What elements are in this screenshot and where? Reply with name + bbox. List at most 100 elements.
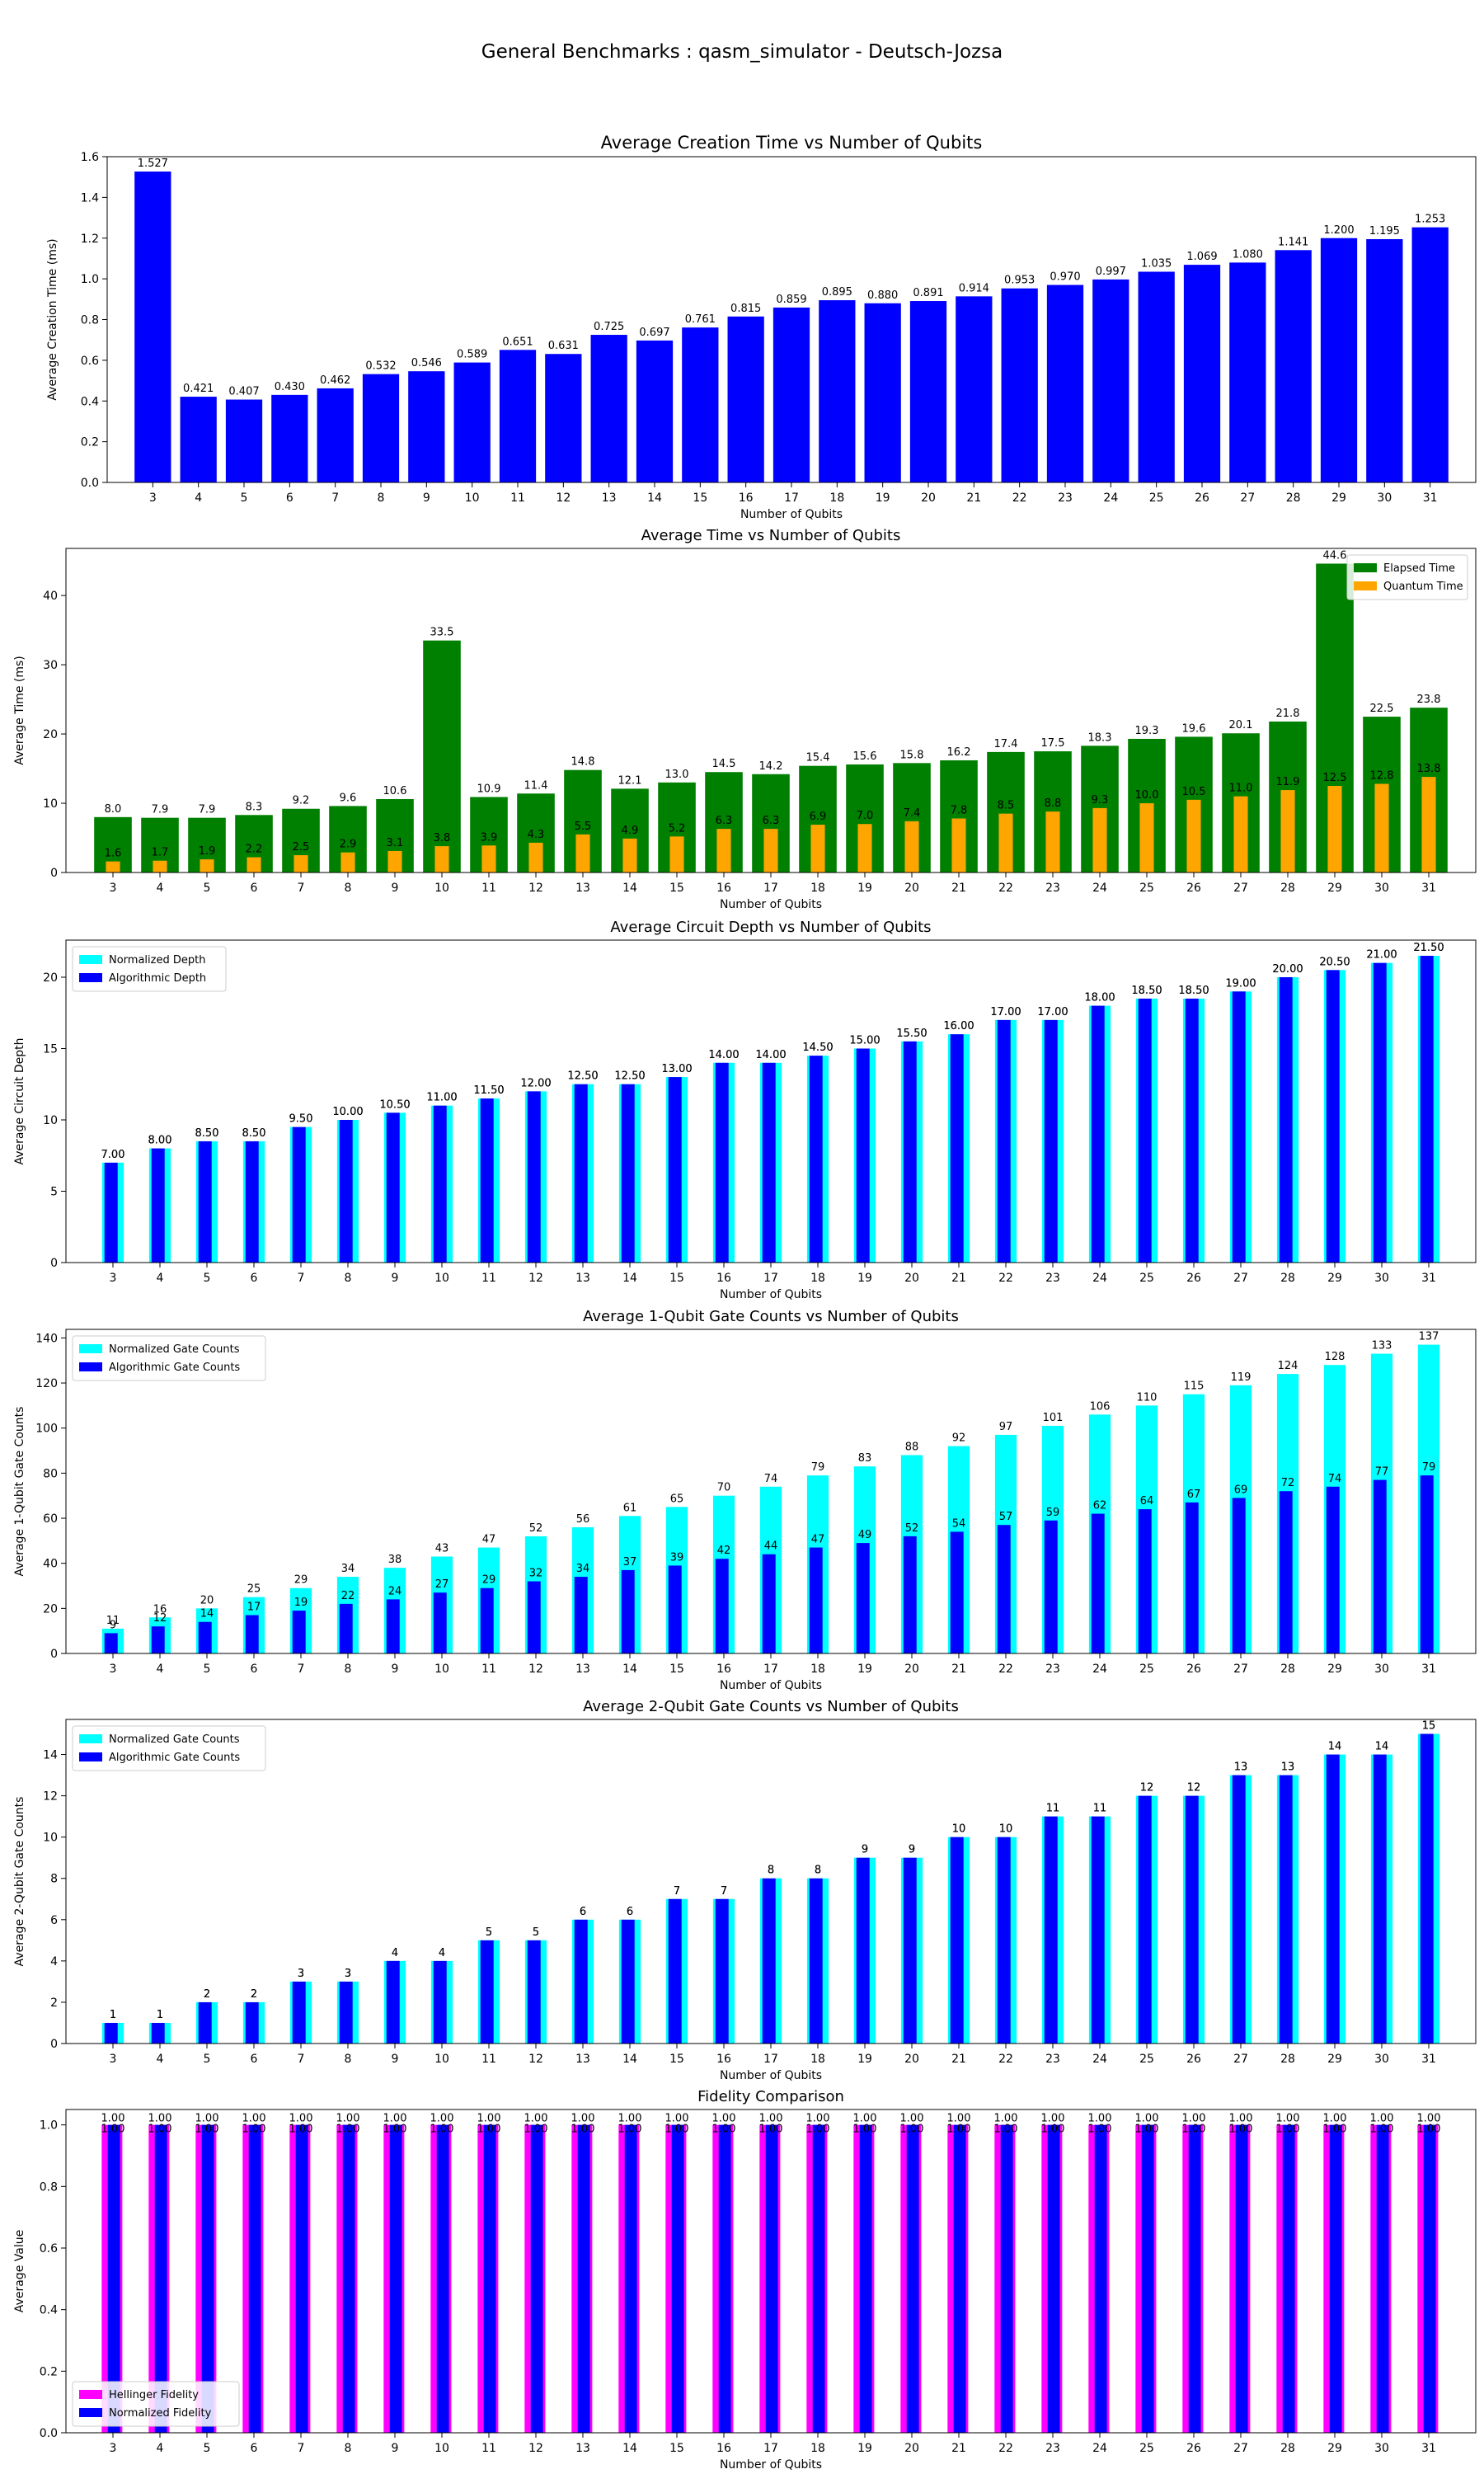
y-tick-label: 0.8 [81, 314, 99, 327]
chart-panel-1: Average Creation Time vs Number of Qubit… [46, 133, 1477, 521]
data-label: 3.9 [481, 831, 498, 844]
x-tick-label: 21 [951, 882, 966, 895]
bar-quantum-time [1374, 783, 1389, 872]
bar-normalized-fidelity [154, 2124, 167, 2433]
x-tick-label: 18 [810, 1663, 825, 1676]
y-tick-label: 120 [35, 1377, 58, 1390]
bar-algorithmic-depth [1279, 976, 1293, 1263]
data-label: 1.00 [1041, 2113, 1065, 2125]
x-tick-label: 22 [998, 1272, 1013, 1285]
x-tick-label: 14 [622, 2442, 637, 2455]
y-tick-label: 10 [43, 1114, 58, 1127]
data-label: 19.6 [1182, 722, 1206, 735]
bar-normalized-fidelity [248, 2124, 261, 2433]
chart-title: Average Creation Time vs Number of Qubit… [601, 133, 983, 153]
x-tick-label: 15 [693, 492, 707, 505]
legend-swatch [79, 1752, 102, 1761]
x-tick-label: 31 [1421, 2053, 1436, 2066]
x-tick-label: 9 [423, 492, 430, 505]
x-tick-label: 26 [1186, 2442, 1201, 2455]
data-label: 0.891 [913, 287, 943, 299]
x-tick-label: 16 [739, 492, 754, 505]
y-tick-label: 1.6 [81, 151, 99, 164]
bar-quantum-time [528, 842, 543, 872]
bar-normalized-fidelity [201, 2124, 214, 2433]
data-label: 69 [1234, 1484, 1248, 1496]
bar-normalized-fidelity [1094, 2124, 1107, 2433]
data-label: 14.50 [802, 1042, 833, 1054]
data-label: 0.430 [275, 381, 305, 393]
x-tick-label: 7 [298, 1272, 305, 1285]
data-label: 10 [952, 1823, 966, 1836]
bar-algorithmic-gate-counts [292, 1611, 306, 1653]
data-label: 38 [388, 1554, 402, 1566]
data-label: 18.50 [1131, 985, 1162, 997]
bar-algorithmic-depth [997, 1019, 1011, 1263]
data-label: 13.0 [665, 769, 689, 781]
x-tick-label: 30 [1374, 1272, 1389, 1285]
data-label: 8.0 [105, 803, 122, 816]
data-label: 15.50 [896, 1028, 927, 1040]
y-tick-label: 0.2 [40, 2365, 58, 2378]
x-tick-label: 8 [345, 1663, 352, 1676]
x-tick-label: 28 [1280, 2442, 1295, 2455]
bar-algorithmic-gate-counts [104, 1633, 118, 1653]
bar-algorithmic-depth [480, 1098, 494, 1263]
x-tick-label: 12 [528, 2053, 543, 2066]
x-tick-label: 17 [763, 2053, 778, 2066]
chart-title: Fidelity Comparison [697, 2088, 844, 2105]
legend: Normalized Depth Algorithmic Depth [72, 946, 227, 992]
bar-algorithmic-depth [621, 1084, 635, 1263]
x-tick-label: 3 [110, 2053, 117, 2066]
x-tick-label: 19 [857, 1663, 872, 1676]
data-label: 1.00 [148, 2113, 172, 2125]
bar-quantum-time [575, 834, 590, 872]
data-label: 22 [341, 1590, 355, 1602]
x-tick-label: 16 [716, 1663, 731, 1676]
x-tick-label: 10 [434, 2442, 449, 2455]
x-tick-label: 23 [1058, 492, 1073, 505]
x-tick-label: 24 [1092, 2053, 1107, 2066]
data-label: 1.00 [1182, 2124, 1206, 2136]
x-tick-label: 28 [1286, 492, 1301, 505]
bar-value [1229, 262, 1266, 482]
x-tick-label: 12 [556, 492, 571, 505]
data-label: 119 [1231, 1371, 1252, 1384]
data-label: 1.00 [618, 2124, 642, 2136]
legend-swatch [79, 2408, 102, 2417]
legend: Normalized Gate Counts Algorithmic Gate C… [72, 1335, 266, 1381]
x-tick-label: 16 [716, 2442, 731, 2455]
data-label: 14.00 [708, 1049, 739, 1061]
bar-algorithmic-gate-counts [1232, 1775, 1246, 2044]
chart-title: Average Circuit Depth vs Number of Qubit… [610, 919, 931, 936]
bar-algorithmic-depth [809, 1056, 823, 1263]
y-tick-label: 20 [43, 971, 58, 985]
bar-algorithmic-gate-counts [668, 1898, 682, 2044]
data-label: 21.00 [1366, 949, 1397, 962]
x-tick-label: 22 [1012, 492, 1027, 505]
x-tick-label: 31 [1421, 1663, 1436, 1676]
data-label: 5.2 [669, 822, 686, 835]
data-label: 1.00 [665, 2124, 689, 2136]
data-label: 1.200 [1323, 224, 1354, 237]
data-label: 3 [345, 1968, 351, 1980]
data-label: 1.00 [1182, 2113, 1206, 2125]
x-tick-label: 19 [857, 882, 872, 895]
bar-algorithmic-gate-counts [668, 1565, 682, 1653]
data-label: 8.8 [1045, 797, 1062, 810]
data-label: 12.8 [1370, 770, 1394, 783]
data-label: 1.00 [1088, 2124, 1112, 2136]
x-tick-label: 7 [298, 2442, 305, 2455]
data-label: 14 [1328, 1741, 1342, 1753]
bar-algorithmic-gate-counts [480, 1587, 494, 1653]
x-tick-label: 4 [157, 882, 164, 895]
bar-normalized-fidelity [1141, 2124, 1154, 2433]
bar-algorithmic-gate-counts [809, 1878, 823, 2044]
data-label: 11 [1093, 1803, 1107, 1815]
legend-swatch [79, 1734, 102, 1743]
x-tick-label: 17 [763, 882, 778, 895]
data-label: 1.527 [138, 158, 168, 170]
data-label: 13 [1281, 1761, 1295, 1774]
bar-algorithmic-gate-counts [339, 1981, 353, 2044]
data-label: 1.00 [1417, 2113, 1441, 2125]
